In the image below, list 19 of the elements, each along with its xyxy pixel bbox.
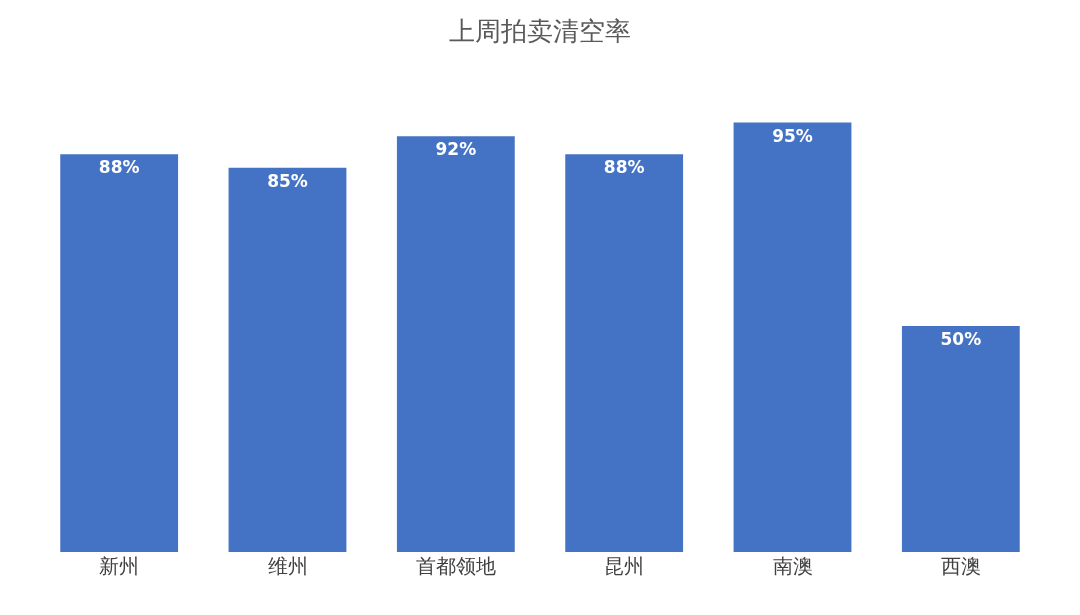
x-tick-label: 首都领地 (415, 554, 496, 578)
data-label: 92% (435, 139, 477, 160)
x-tick-label: 南澳 (772, 554, 813, 578)
x-tick-label: 昆州 (604, 554, 645, 578)
data-label: 88% (603, 157, 645, 178)
data-label: 88% (98, 157, 140, 178)
data-label: 50% (940, 329, 982, 349)
data-label: 95% (772, 125, 813, 146)
bar (396, 136, 515, 552)
bar (228, 167, 347, 552)
data-label: 85% (267, 170, 308, 191)
bar (60, 154, 179, 552)
x-tick-label: 维州 (267, 554, 308, 578)
bar (565, 154, 684, 552)
x-tick-label: 新州 (99, 554, 140, 578)
x-tick-label: 西澳 (940, 554, 981, 578)
bar (901, 326, 1020, 552)
chart-title: 上周拍卖清空率 (449, 15, 631, 46)
bar (733, 122, 852, 552)
